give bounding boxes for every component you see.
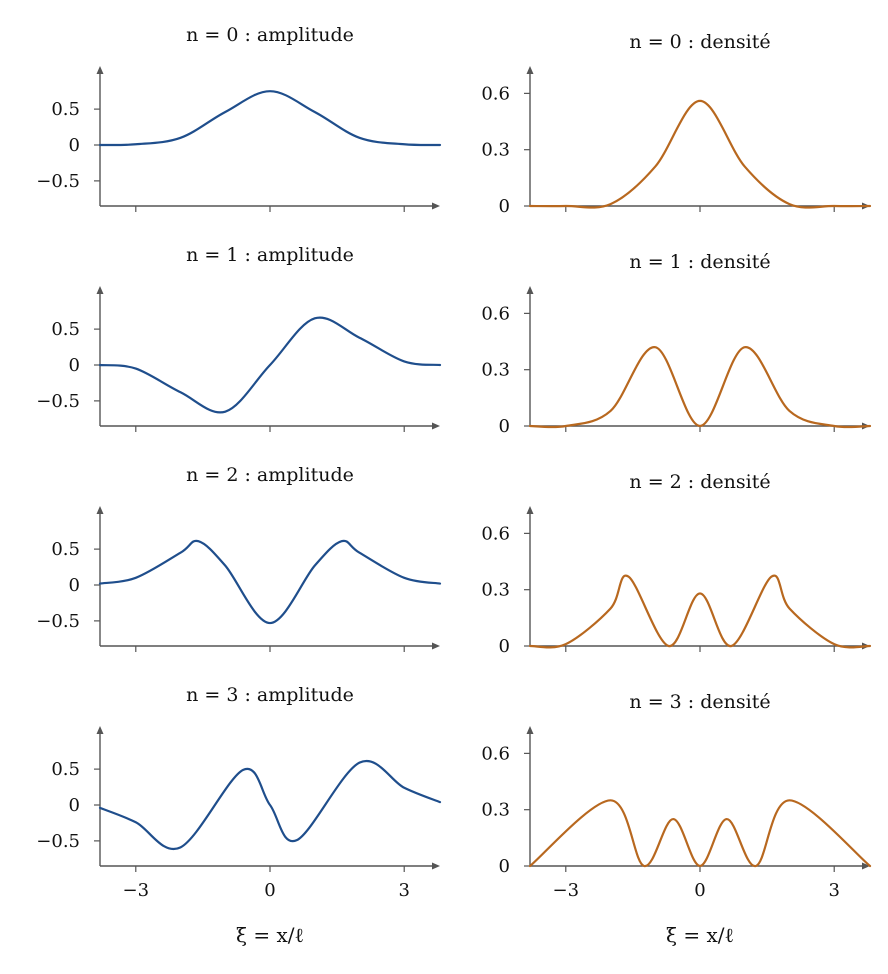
density-3-xtick-label: −3 — [553, 880, 580, 901]
panels: n = 0 : amplitude −0.5 0 0.5 n = 0 : densité… — [36, 24, 872, 901]
density-2-panel: n = 2 : densité 0 0.3 0.6 — [481, 471, 872, 657]
amplitude-2-title: n = 2 : amplitude — [186, 464, 354, 486]
amplitude-2-curve — [98, 539, 442, 625]
amplitude-1-ytick-label: 0 — [69, 355, 80, 376]
density-0-y-axis-arrow — [526, 66, 534, 74]
amplitude-3-xtick-label: −3 — [123, 880, 150, 901]
density-2-y-axis-arrow — [526, 506, 534, 514]
amplitude-1-title: n = 1 : amplitude — [186, 244, 354, 266]
density-2-title: n = 2 : densité — [629, 471, 770, 493]
amplitude-0-x-axis-arrow — [432, 202, 440, 210]
amplitude-0-ytick-label: −0.5 — [36, 171, 80, 192]
density-1-ytick-label: 0.6 — [481, 303, 510, 324]
density-1-curve — [528, 346, 872, 429]
amplitude-1-panel: n = 1 : amplitude −0.5 0 0.5 — [36, 244, 442, 432]
amplitude-2-y-axis-arrow — [96, 506, 104, 514]
density-0-curve — [528, 99, 872, 209]
density-1-ytick-label: 0.3 — [481, 360, 510, 381]
amplitude-3-ytick-label: −0.5 — [36, 831, 80, 852]
amplitude-1-ytick-label: 0.5 — [51, 319, 80, 340]
density-2-curve — [528, 574, 872, 649]
amplitude-0-curve — [98, 90, 442, 147]
amplitude-0-ytick-label: 0 — [69, 135, 80, 156]
amplitude-1-ytick-label: −0.5 — [36, 391, 80, 412]
amplitude-2-ytick-label: −0.5 — [36, 611, 80, 632]
density-3-title: n = 3 : densité — [629, 691, 770, 713]
amplitude-0-ytick-label: 0.5 — [51, 99, 80, 120]
amplitude-2-x-axis-arrow — [432, 642, 440, 650]
amplitude-0-y-axis-arrow — [96, 66, 104, 74]
amplitude-2-ytick-label: 0.5 — [51, 539, 80, 560]
density-1-panel: n = 1 : densité 0 0.3 0.6 — [481, 251, 872, 437]
amplitude-3-xtick-label: 3 — [398, 880, 409, 901]
x-axis-label-left: ξ = x/ℓ — [236, 923, 304, 947]
density-1-y-axis-arrow — [526, 286, 534, 294]
density-3-curve — [528, 799, 872, 868]
density-2-ytick-label: 0.6 — [481, 523, 510, 544]
amplitude-3-x-axis-arrow — [432, 862, 440, 870]
amplitude-3-y-axis-arrow — [96, 726, 104, 734]
density-0-panel: n = 0 : densité 0 0.3 0.6 — [481, 31, 872, 217]
amplitude-2-ytick-label: 0 — [69, 575, 80, 596]
amplitude-3-title: n = 3 : amplitude — [186, 684, 354, 706]
x-axis-label-right: ξ = x/ℓ — [666, 923, 734, 947]
amplitude-3-ytick-label: 0.5 — [51, 759, 80, 780]
density-0-title: n = 0 : densité — [629, 31, 770, 53]
density-1-ytick-label: 0 — [499, 416, 510, 437]
density-3-xtick-label: 3 — [828, 880, 839, 901]
density-2-ytick-label: 0 — [499, 636, 510, 657]
amplitude-3-panel: n = 3 : amplitude −3 0 3 −0.5 0 0.5 — [36, 684, 442, 901]
density-0-ytick-label: 0.3 — [481, 140, 510, 161]
density-3-ytick-label: 0.6 — [481, 743, 510, 764]
density-3-xtick-label: 0 — [694, 880, 705, 901]
amplitude-1-curve — [98, 316, 442, 414]
density-3-ytick-label: 0 — [499, 856, 510, 877]
amplitude-1-x-axis-arrow — [432, 422, 440, 430]
amplitude-0-panel: n = 0 : amplitude −0.5 0 0.5 — [36, 24, 442, 212]
density-1-title: n = 1 : densité — [629, 251, 770, 273]
density-0-ytick-label: 0.6 — [481, 83, 510, 104]
amplitude-1-y-axis-arrow — [96, 286, 104, 294]
density-2-ytick-label: 0.3 — [481, 580, 510, 601]
density-3-ytick-label: 0.3 — [481, 800, 510, 821]
amplitude-3-xtick-label: 0 — [264, 880, 275, 901]
amplitude-0-title: n = 0 : amplitude — [186, 24, 354, 46]
density-0-ytick-label: 0 — [499, 196, 510, 217]
amplitude-3-curve — [98, 759, 442, 851]
density-3-x-axis-arrow — [862, 862, 870, 870]
amplitude-2-panel: n = 2 : amplitude −0.5 0 0.5 — [36, 464, 442, 652]
density-3-panel: n = 3 : densité −3 0 3 0 0.3 0.6 — [481, 691, 872, 901]
density-3-y-axis-arrow — [526, 726, 534, 734]
amplitude-3-ytick-label: 0 — [69, 795, 80, 816]
